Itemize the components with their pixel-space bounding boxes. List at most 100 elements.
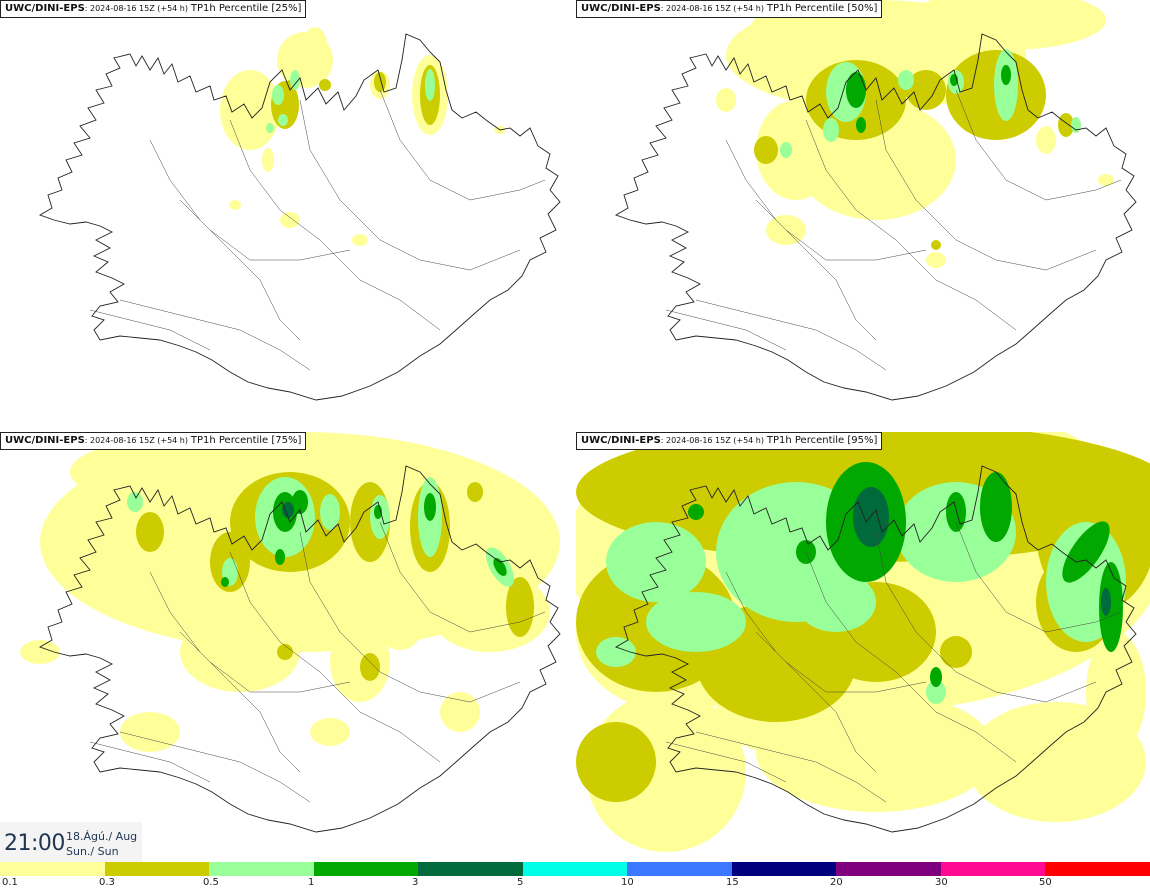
colorbar-swatch bbox=[104, 862, 210, 876]
precip-area bbox=[1101, 588, 1111, 616]
precip-area bbox=[262, 148, 274, 172]
precip-area bbox=[756, 100, 836, 200]
road-line bbox=[695, 299, 887, 371]
panel-title-p50: UWC/DINI-EPS: 2024-08-16 15Z (+54 h) TP1… bbox=[576, 0, 883, 18]
valid-time-box: 21:00 18.Ágú./ Aug Sun./ Sun bbox=[0, 822, 142, 862]
road-line bbox=[299, 99, 521, 271]
colorbar-label: 20 bbox=[830, 877, 843, 888]
precip-area bbox=[980, 472, 1012, 542]
road-line bbox=[665, 309, 787, 351]
road-line bbox=[379, 89, 546, 201]
panel-title-p25: UWC/DINI-EPS: 2024-08-16 15Z (+54 h) TP1… bbox=[0, 0, 307, 18]
road-line bbox=[149, 139, 301, 341]
colorbar-swatch bbox=[731, 862, 837, 876]
coastline bbox=[38, 465, 561, 833]
precip-area bbox=[278, 114, 288, 126]
precip-area bbox=[360, 653, 380, 681]
colorbar-swatch bbox=[940, 862, 1046, 876]
colorbar-swatch bbox=[0, 862, 105, 876]
road-line bbox=[379, 521, 546, 633]
precip-area bbox=[424, 493, 436, 521]
colorbar-label: 3 bbox=[412, 877, 419, 888]
road-line bbox=[149, 571, 301, 773]
precip-area bbox=[716, 88, 736, 112]
precip-area bbox=[303, 27, 327, 63]
road-line bbox=[119, 299, 311, 371]
precip-area bbox=[823, 118, 839, 142]
precip-area bbox=[136, 512, 164, 552]
precip-area bbox=[127, 492, 143, 512]
colorbar-label: 15 bbox=[726, 877, 739, 888]
road-line bbox=[179, 199, 351, 261]
precip-area bbox=[493, 557, 507, 577]
valid-date: 18.Ágú./ Aug bbox=[66, 830, 138, 843]
precip-area bbox=[1071, 117, 1081, 133]
colorbar-swatch bbox=[627, 862, 732, 876]
precip-area bbox=[898, 70, 914, 90]
precip-area bbox=[275, 549, 285, 565]
panel-title-p75: UWC/DINI-EPS: 2024-08-16 15Z (+54 h) TP1… bbox=[0, 432, 307, 450]
road-line bbox=[299, 531, 521, 703]
precip-area bbox=[282, 502, 294, 518]
road-line bbox=[875, 99, 1097, 271]
road-line bbox=[955, 521, 1122, 633]
precip-area bbox=[754, 136, 778, 164]
road-line bbox=[805, 119, 1017, 331]
colorbar-label: 10 bbox=[621, 877, 634, 888]
road-line bbox=[229, 119, 441, 331]
precip-area bbox=[272, 85, 284, 105]
panel-title-p95: UWC/DINI-EPS: 2024-08-16 15Z (+54 h) TP1… bbox=[576, 432, 883, 450]
precip-area bbox=[906, 70, 946, 110]
colorbar-labels: 0.1 0.3 0.5 1 3 5 10 15 20 30 50 bbox=[0, 876, 1150, 891]
precip-area bbox=[1036, 126, 1056, 154]
coastline bbox=[38, 33, 561, 401]
colorbar-swatch bbox=[522, 862, 628, 876]
map-panel-p25: UWC/DINI-EPS: 2024-08-16 15Z (+54 h) TP1… bbox=[0, 0, 574, 430]
precip-area bbox=[606, 522, 706, 602]
precip-area bbox=[320, 494, 340, 530]
road-line bbox=[229, 551, 441, 763]
precip-area bbox=[467, 482, 483, 502]
map-panel-p95: UWC/DINI-EPS: 2024-08-16 15Z (+54 h) TP1… bbox=[576, 432, 1150, 862]
colorbar-swatch bbox=[418, 862, 523, 876]
precip-area bbox=[688, 504, 704, 520]
colorbar-swatch bbox=[836, 862, 941, 876]
precip-area bbox=[1098, 174, 1114, 186]
precip-area bbox=[374, 72, 386, 92]
precip-area bbox=[352, 234, 368, 246]
precip-area bbox=[1001, 65, 1011, 85]
map-p25 bbox=[38, 27, 561, 401]
colorbar-swatch bbox=[1045, 862, 1150, 876]
precip-area bbox=[319, 79, 331, 91]
precip-area bbox=[906, 0, 1106, 50]
precip-area bbox=[440, 692, 480, 732]
precip-area bbox=[646, 592, 746, 652]
precip-area bbox=[220, 70, 280, 150]
precip-area bbox=[596, 637, 636, 667]
colorbar-label: 0.3 bbox=[99, 877, 115, 888]
colorbar-label: 0.1 bbox=[2, 877, 18, 888]
precip-area bbox=[931, 240, 941, 250]
precip-area bbox=[926, 252, 946, 268]
road-line bbox=[755, 199, 927, 261]
precip-area bbox=[796, 572, 876, 632]
road-line bbox=[665, 741, 787, 783]
precip-area bbox=[1062, 521, 1110, 583]
precip-area bbox=[946, 492, 966, 532]
road-line bbox=[179, 631, 351, 693]
precip-area bbox=[930, 667, 942, 687]
precip-area bbox=[221, 577, 229, 587]
valid-weekday: Sun./ Sun bbox=[66, 845, 119, 858]
road-line bbox=[805, 551, 1017, 763]
precip-area bbox=[229, 200, 241, 210]
precip-area bbox=[1086, 632, 1146, 752]
map-panel-p75: UWC/DINI-EPS: 2024-08-16 15Z (+54 h) TP1… bbox=[0, 432, 574, 862]
coastline bbox=[614, 465, 1137, 833]
precip-area bbox=[1099, 562, 1123, 652]
precip-area bbox=[425, 69, 435, 101]
road-line bbox=[955, 89, 1122, 201]
road-line bbox=[695, 731, 887, 803]
precip-area bbox=[846, 72, 866, 108]
road-line bbox=[875, 531, 1097, 703]
colorbar-label: 5 bbox=[517, 877, 524, 888]
